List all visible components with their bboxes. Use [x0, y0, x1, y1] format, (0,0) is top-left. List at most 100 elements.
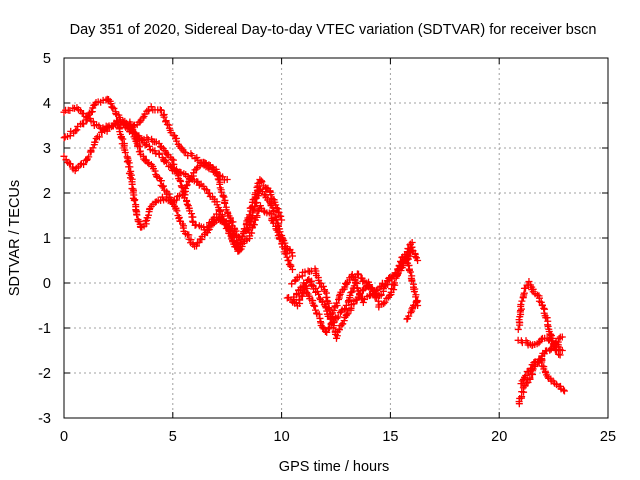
y-tick-label: -2 [38, 366, 51, 382]
data-point [174, 192, 182, 200]
data-point [121, 149, 129, 156]
data-point [411, 253, 419, 261]
data-point [223, 176, 231, 183]
data-point [308, 281, 316, 289]
data-point [131, 129, 139, 137]
data-point [108, 103, 116, 111]
data-point [406, 240, 414, 248]
x-tick-label: 20 [491, 429, 507, 445]
data-point [223, 220, 231, 228]
data-point [104, 123, 112, 131]
data-point [177, 177, 185, 185]
data-point [518, 297, 526, 305]
data-point [183, 200, 191, 208]
data-point [219, 192, 227, 200]
data-point [127, 126, 135, 134]
data-point [163, 158, 171, 166]
data-point [408, 239, 416, 246]
data-point [291, 277, 299, 285]
x-axis-label: GPS time / hours [279, 459, 389, 475]
data-point [185, 176, 193, 184]
data-point [518, 377, 526, 385]
data-point [547, 330, 555, 338]
data-point [155, 139, 163, 147]
data-point [339, 320, 347, 328]
data-point [173, 207, 181, 215]
data-point [73, 126, 81, 134]
data-point [390, 279, 398, 287]
data-point [283, 253, 291, 261]
data-point [311, 302, 319, 310]
data-point [376, 283, 384, 291]
data-point [558, 333, 566, 341]
data-series [114, 120, 231, 231]
data-series [514, 334, 566, 354]
data-point [117, 134, 125, 142]
data-point [535, 339, 543, 347]
data-point [274, 205, 282, 213]
data-point [408, 305, 416, 313]
data-point [192, 221, 200, 229]
data-point [288, 252, 296, 260]
data-point [139, 114, 147, 122]
data-point [206, 189, 214, 197]
data-point [258, 178, 266, 186]
data-point [330, 306, 338, 314]
data-series [403, 297, 422, 323]
data-point [277, 212, 285, 220]
data-point [526, 374, 534, 382]
y-tick-label: 0 [43, 276, 51, 292]
data-point [234, 239, 242, 246]
data-point [372, 286, 380, 294]
data-point [212, 210, 220, 218]
data-point [312, 306, 320, 314]
data-point [389, 280, 397, 288]
data-point [381, 298, 389, 306]
data-point [407, 309, 415, 317]
data-point [161, 157, 169, 165]
x-tick-label: 5 [169, 429, 177, 445]
data-point [276, 235, 284, 243]
data-point [133, 211, 141, 219]
data-point [267, 191, 275, 199]
data-point [404, 255, 412, 263]
data-point [537, 335, 545, 343]
chart-title: Day 351 of 2020, Sidereal Day-to-day VTE… [70, 22, 597, 38]
data-point [411, 302, 419, 310]
data-point [95, 133, 103, 141]
data-point [341, 305, 349, 313]
data-point [236, 246, 244, 254]
data-point [185, 178, 193, 186]
x-tick-label: 15 [382, 429, 398, 445]
y-tick-label: 5 [43, 51, 51, 67]
y-tick-label: 1 [43, 231, 51, 247]
y-tick-label: -1 [38, 321, 51, 337]
data-point [397, 262, 405, 270]
data-point [80, 160, 88, 168]
data-point [188, 152, 196, 160]
data-point [278, 240, 286, 248]
data-point [335, 292, 343, 300]
data-point [335, 296, 343, 304]
x-tick-label: 0 [60, 429, 68, 445]
data-point [136, 118, 144, 126]
data-point [215, 206, 223, 214]
data-point [193, 154, 201, 162]
data-point [514, 325, 522, 333]
data-point [359, 299, 367, 307]
data-point [206, 161, 214, 169]
data-point [410, 288, 418, 296]
data-point [205, 223, 213, 231]
data-point [340, 317, 348, 325]
data-series [126, 126, 242, 246]
data-point [60, 134, 68, 142]
data-point [352, 278, 360, 286]
data-point [83, 113, 91, 121]
data-point [322, 304, 330, 312]
data-point [525, 278, 533, 286]
data-point [193, 165, 201, 173]
y-axis-label: SDTVAR / TECUs [7, 180, 23, 296]
data-point [162, 117, 170, 125]
data-point [295, 273, 303, 281]
